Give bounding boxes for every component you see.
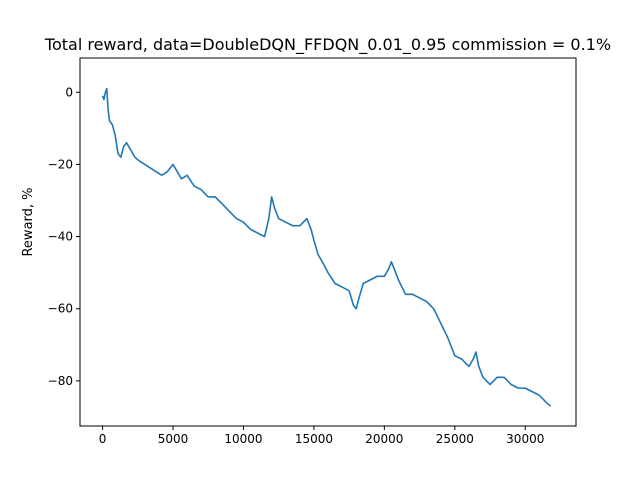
plot-area: 0 5000 10000 15000 20000 25000 30000 0 −20 −40 −60…: [48, 57, 577, 446]
chart-title: Total reward, data=DoubleDQN_FFDQN_0.01_…: [44, 35, 611, 55]
y-axis-label: Reward, %: [21, 187, 36, 256]
series-line-0: [101, 87, 552, 407]
y-tick-label--40: −40: [48, 230, 73, 244]
x-tick-label-15000: 15000: [295, 432, 333, 446]
x-tick-label-5000: 5000: [158, 432, 189, 446]
x-tick-label-25000: 25000: [436, 432, 474, 446]
axes-frame: [79, 57, 577, 427]
x-tick-label-20000: 20000: [365, 432, 403, 446]
x-tick-label-0: 0: [99, 432, 107, 446]
y-tick-label--60: −60: [48, 302, 73, 316]
y-tick-label-0: 0: [65, 85, 73, 99]
x-tick-label-30000: 30000: [506, 432, 544, 446]
y-tick-label--20: −20: [48, 157, 73, 171]
x-tick-label-10000: 10000: [224, 432, 262, 446]
y-tick-label--80: −80: [48, 374, 73, 388]
